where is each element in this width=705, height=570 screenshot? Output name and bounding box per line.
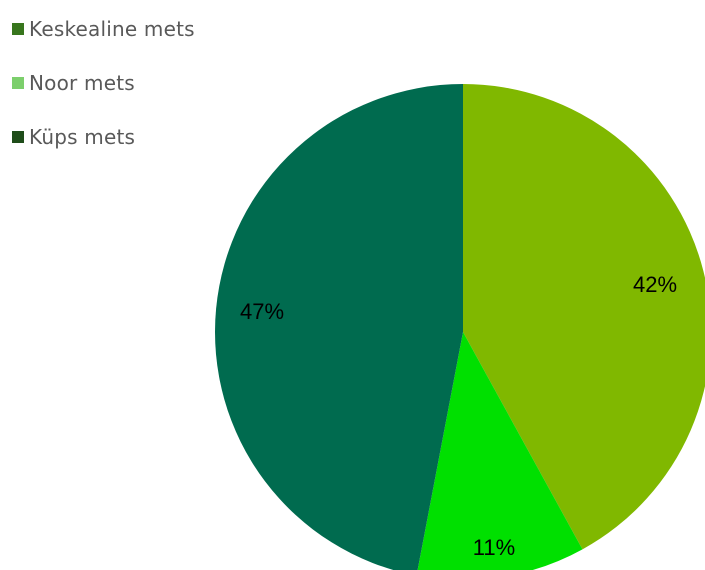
chart-legend: Keskealine mets Noor mets Küps mets: [12, 14, 195, 176]
legend-swatch-noor: [12, 77, 24, 89]
pie-slices: [215, 84, 705, 570]
pie-slice-3: [215, 84, 463, 570]
legend-label-kups: Küps mets: [29, 125, 136, 149]
pie-slice-1: [463, 84, 705, 550]
slice-label-3: 47%: [240, 299, 284, 324]
pie-slice-2: [417, 332, 583, 570]
legend-label-noor: Noor mets: [29, 71, 135, 95]
legend-item-kups: Küps mets: [12, 122, 195, 152]
legend-item-keskealine: Keskealine mets: [12, 14, 195, 44]
slice-label-1: 42%: [633, 272, 677, 297]
slice-label-2: 11%: [473, 535, 515, 560]
legend-label-keskealine: Keskealine mets: [29, 17, 195, 41]
pie-labels: 42% 11% 47%: [240, 272, 677, 560]
legend-swatch-kups: [12, 131, 24, 143]
legend-item-noor: Noor mets: [12, 68, 195, 98]
legend-swatch-keskealine: [12, 23, 24, 35]
